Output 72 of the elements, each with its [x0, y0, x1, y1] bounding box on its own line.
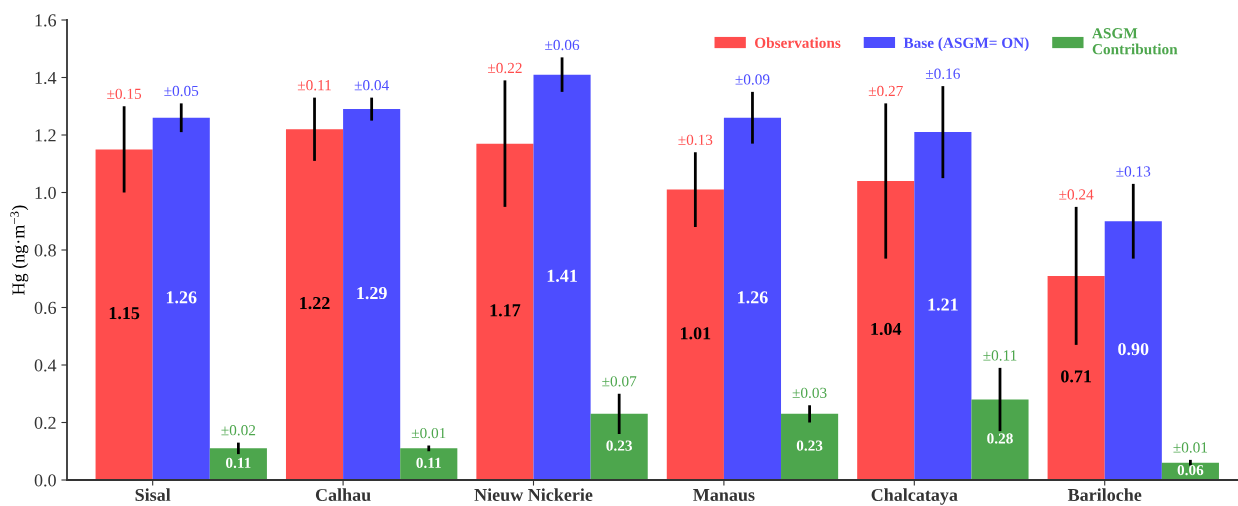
- legend-label: Observations: [754, 37, 841, 49]
- data-label: 0.71: [1061, 370, 1092, 383]
- data-label: 1.26: [166, 291, 197, 304]
- bar: [343, 109, 401, 480]
- x-tick-label: Bariloche: [1067, 488, 1142, 502]
- y-tick-label: 0.4: [34, 359, 57, 372]
- y-tick-label: 1.2: [35, 129, 56, 142]
- annotation: ±0.01: [411, 427, 446, 439]
- data-label: 1.41: [547, 269, 577, 282]
- bar: [95, 149, 153, 480]
- annotation: ±0.02: [221, 425, 256, 436]
- data-label: 0.23: [606, 440, 633, 451]
- data-label: 1.29: [357, 286, 387, 300]
- y-tick-label: 0.2: [34, 416, 56, 430]
- bar: [971, 399, 1029, 480]
- bar: [857, 181, 915, 480]
- x-tick-label: Manaus: [693, 489, 755, 502]
- y-tick-label: 0.8: [34, 244, 56, 257]
- legend-label: Base (ASGM= ON): [903, 37, 1029, 52]
- annotation: ±0.22: [488, 62, 522, 74]
- annotation: ±0.03: [792, 387, 827, 399]
- y-tick-label: 1.0: [35, 186, 56, 200]
- x-tick-label: Nieuw Nickerie: [474, 488, 593, 502]
- bar: [152, 117, 210, 480]
- data-label: 1.21: [928, 298, 958, 311]
- annotation: ±0.04: [354, 80, 389, 91]
- bar: [209, 448, 267, 480]
- data-label: 1.26: [738, 291, 768, 304]
- data-label: 0.11: [226, 457, 251, 469]
- data-label: 0.23: [796, 440, 823, 451]
- y-tick-label: 1.4: [35, 71, 57, 85]
- y-axis-title: Hg (ng·m$^{−3}$): [10, 205, 29, 295]
- y-tick-label: 0.0: [34, 474, 56, 487]
- annotation: ±0.13: [1116, 166, 1151, 177]
- bar: [723, 117, 782, 480]
- bar: [476, 143, 534, 480]
- bar: [1104, 221, 1162, 480]
- bar: [666, 189, 724, 480]
- annotation: ±0.07: [602, 376, 637, 387]
- data-label: 0.11: [416, 457, 441, 469]
- data-label: 1.17: [490, 304, 521, 317]
- data-label: 1.15: [109, 307, 140, 320]
- bar: [914, 132, 972, 480]
- annotation: ±0.11: [297, 80, 331, 91]
- annotation: ±0.06: [545, 39, 580, 51]
- annotation: ±0.13: [678, 134, 713, 146]
- data-label: 0.06: [1177, 464, 1204, 476]
- annotation: ±0.24: [1059, 189, 1094, 200]
- x-tick-label: Chalcataya: [871, 488, 958, 505]
- data-label: 0.90: [1118, 342, 1149, 356]
- annotation: ±0.27: [868, 85, 903, 97]
- data-label: 0.28: [987, 433, 1013, 444]
- data-label: 1.01: [680, 327, 711, 340]
- annotation: ±0.16: [925, 68, 960, 79]
- bar: [1047, 275, 1105, 480]
- x-tick-label: Calhau: [315, 488, 371, 502]
- annotation: ±0.15: [107, 88, 142, 100]
- bar: [533, 74, 591, 480]
- x-tick-label: Sisal: [135, 488, 171, 502]
- bar: [781, 413, 839, 480]
- data-label: 1.04: [871, 322, 902, 336]
- annotation: ±0.01: [1173, 442, 1208, 453]
- y-tick-label: 0.6: [34, 301, 57, 315]
- y-tick-label: 1.6: [35, 14, 57, 27]
- annotation: ±0.11: [983, 350, 1017, 361]
- bar: [590, 413, 648, 480]
- bar: [400, 448, 458, 480]
- annotation: ±0.09: [735, 74, 770, 85]
- bar: [285, 129, 344, 480]
- data-label: 1.22: [300, 297, 330, 310]
- annotation: ±0.05: [164, 85, 199, 97]
- legend-label: ASGM Contribution: [1092, 28, 1178, 55]
